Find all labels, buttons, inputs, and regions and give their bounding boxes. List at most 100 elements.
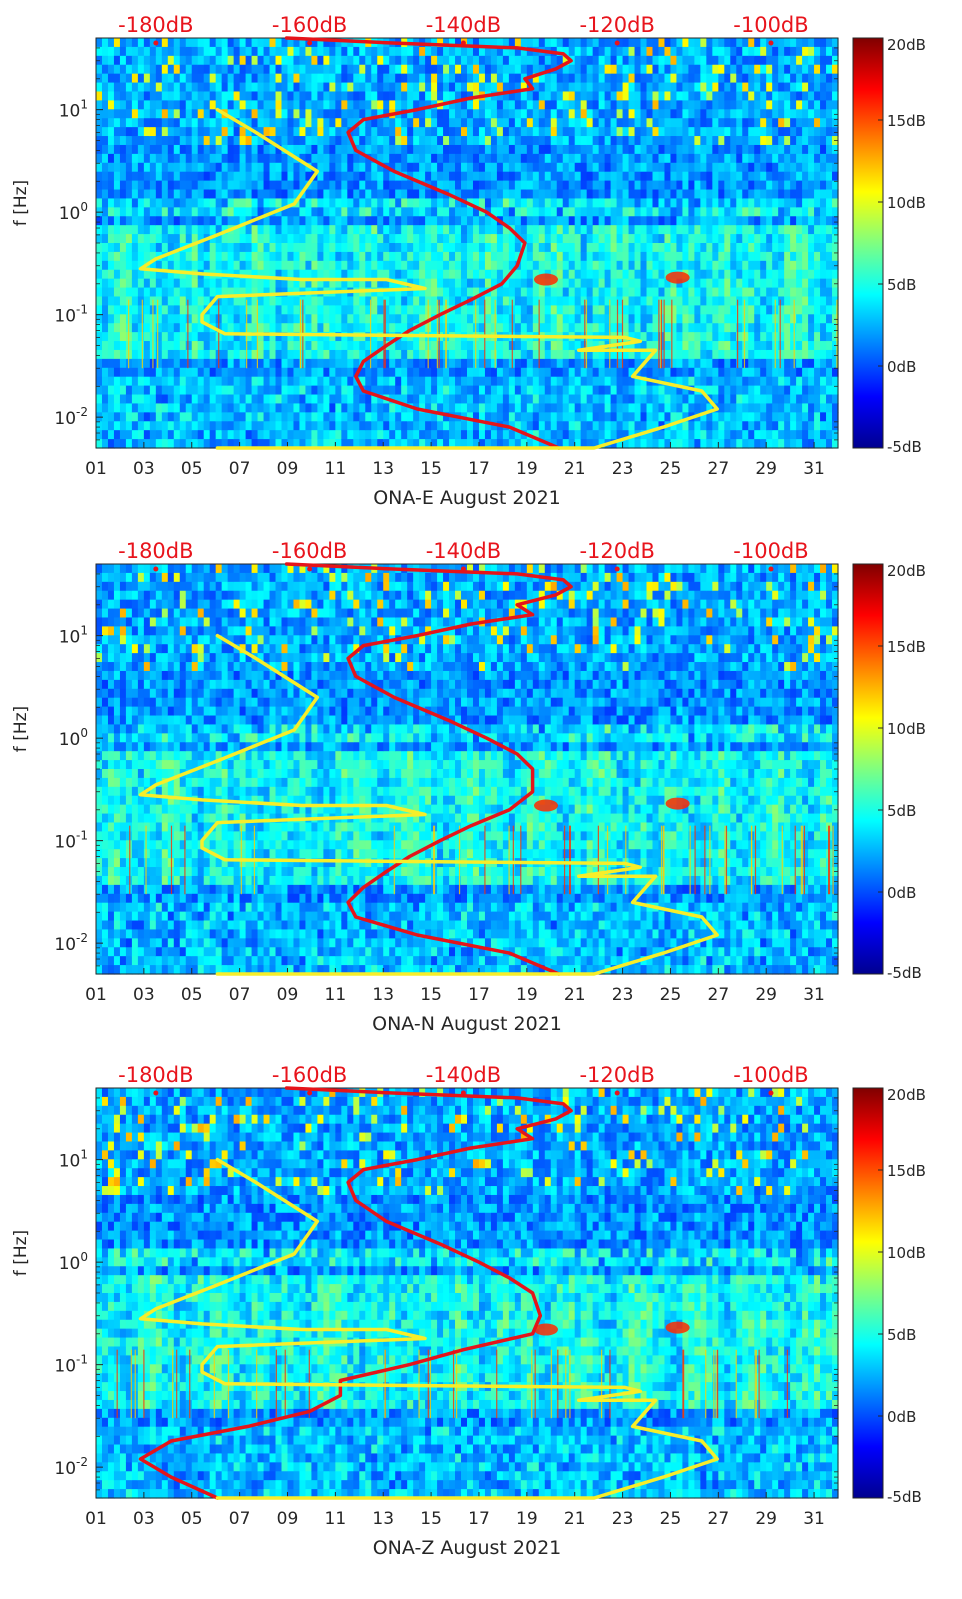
spectrogram-cell [239, 287, 247, 298]
spectrogram-cell [532, 136, 540, 146]
spectrogram-cell [317, 358, 324, 369]
spectrogram-cell [311, 367, 318, 378]
spectrogram-cell [395, 198, 402, 208]
spectrogram-cell [239, 260, 247, 271]
spectrogram-cell [455, 358, 462, 369]
spectrogram-cell [113, 198, 121, 208]
spectrogram-cell [514, 305, 522, 315]
spectrogram-cell [197, 82, 205, 93]
spectrogram-cell [107, 162, 115, 173]
spectrogram-cell [718, 171, 725, 182]
spectrogram-cell [113, 38, 121, 48]
spectrogram-cell [449, 162, 456, 173]
spectrogram-cell [652, 136, 660, 146]
spectrogram-cell [652, 394, 660, 405]
spectrogram-cell [490, 314, 498, 324]
spectrogram-cell [640, 82, 648, 93]
spectrogram-cell [646, 38, 654, 48]
spectrogram-cell [592, 251, 600, 262]
spectrogram-cell [544, 216, 552, 226]
spectrogram-cell [664, 216, 672, 226]
spectrogram-cell [239, 91, 247, 101]
spectrogram-cell [478, 216, 486, 226]
spectrogram-cell [622, 376, 630, 387]
spectrogram-cell [736, 198, 743, 208]
spectrogram-cell [437, 287, 444, 298]
spectrogram-cell [736, 207, 743, 217]
spectrogram-cell [407, 216, 414, 226]
spectrogram-cell [616, 243, 624, 253]
spectrogram-cell [562, 323, 570, 333]
spectrogram-cell [437, 64, 444, 75]
spectrogram-cell [257, 73, 265, 84]
spectrogram-cell [676, 251, 684, 262]
spectrogram-cell [598, 153, 606, 164]
spectrogram-cell [167, 225, 175, 235]
spectrogram-cell [556, 189, 564, 200]
spectrogram-cell [610, 73, 618, 84]
spectrogram-cell [676, 136, 684, 146]
spectrogram-cell [580, 136, 588, 146]
spectrogram-cell [682, 171, 689, 182]
spectrogram-cell [443, 82, 450, 93]
spectrogram-cell [185, 207, 193, 217]
spectrogram-cell [520, 251, 528, 262]
spectrogram-cell [317, 55, 324, 66]
spectrogram-cell [377, 46, 384, 57]
spectrogram-cell [706, 127, 713, 137]
spectrogram-cell [221, 439, 229, 449]
spectrogram-cell [712, 171, 719, 182]
spectrogram-cell [556, 323, 564, 333]
spectrogram-cell [383, 118, 390, 128]
spectrogram-cell [161, 287, 169, 298]
spectrogram-cell [407, 46, 414, 57]
spectrogram-cell [137, 412, 145, 422]
spectrogram-cell [736, 216, 743, 226]
spectrogram-cell [526, 260, 534, 271]
spectrogram-cell [544, 376, 552, 387]
spectrogram-cell [413, 421, 420, 431]
spectrogram-cell [137, 234, 145, 244]
spectrogram-cell [125, 207, 133, 217]
spectrogram-cell [694, 64, 701, 75]
spectrogram-cell [508, 144, 516, 155]
spectrogram-cell [275, 323, 283, 333]
spectrogram-cell [347, 171, 354, 182]
spectrogram-cell [341, 82, 348, 93]
spectrogram-cell [179, 127, 187, 137]
spectrogram-cell [395, 136, 402, 146]
spectrogram-cell [425, 412, 432, 422]
spectrogram-cell [407, 207, 414, 217]
spectrogram-cell [467, 323, 474, 333]
spectrogram-cell [311, 127, 318, 137]
spectrogram-cell [263, 367, 271, 378]
spectrogram-cell [610, 421, 618, 431]
spectrogram-cell [688, 421, 695, 431]
spectrogram-cell [556, 349, 564, 360]
spectrogram-cell [622, 243, 630, 253]
spectrogram-cell [431, 421, 438, 431]
spectrogram-cell [706, 376, 713, 387]
spectrogram-cell [131, 367, 139, 378]
spectrogram-cell [586, 189, 594, 200]
spectrogram-cell [730, 171, 737, 182]
spectrogram-cell [101, 136, 109, 146]
spectrogram-cell [323, 394, 330, 405]
spectrogram-cell [161, 162, 169, 173]
spectrogram-cell [179, 144, 187, 155]
spectrogram-cell [197, 127, 205, 137]
spectrogram-cell [664, 439, 672, 449]
spectrogram-cell [113, 394, 121, 405]
spectrogram-cell [329, 314, 336, 324]
spectrogram-cell [688, 82, 695, 93]
spectrogram-cell [574, 73, 582, 84]
spectrogram-cell [137, 136, 145, 146]
spectrogram-cell [155, 171, 163, 182]
spectrogram-cell [371, 118, 378, 128]
spectrogram-cell [119, 82, 127, 93]
spectrogram-cell [437, 207, 444, 217]
spectrogram-cell [538, 296, 546, 306]
spectrogram-cell [712, 127, 719, 137]
spectrogram-cell [544, 144, 552, 155]
spectrogram-cell [556, 296, 564, 306]
